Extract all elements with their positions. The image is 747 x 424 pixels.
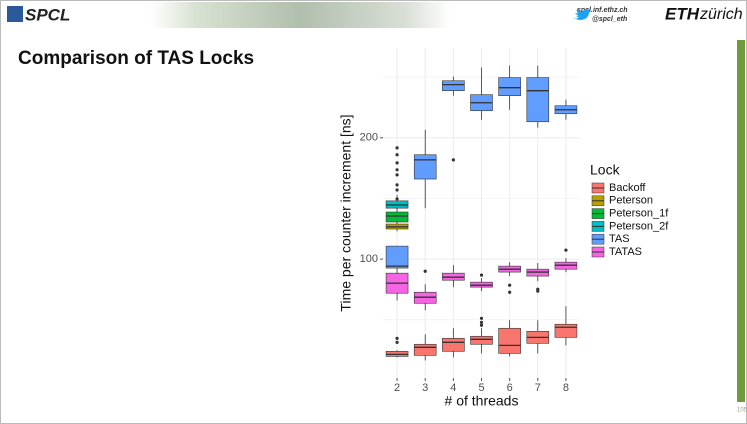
legend-label: Peterson_1f [609, 208, 669, 220]
outlier [480, 274, 483, 277]
outlier [508, 284, 511, 287]
x-tick-label: 2 [394, 382, 400, 394]
x-tick-label: 7 [535, 382, 541, 394]
slide-title: Comparison of TAS Locks [18, 48, 254, 69]
box [386, 246, 408, 268]
box [471, 336, 493, 344]
side-bar [737, 40, 745, 402]
outlier [395, 341, 398, 344]
outlier [536, 290, 539, 293]
legend-title: Lock [590, 162, 621, 178]
outlier [395, 173, 398, 176]
y-axis-title: Time per counter increment [ns] [338, 114, 354, 311]
outlier [480, 324, 483, 327]
x-tick-label: 8 [563, 382, 569, 394]
x-axis-title: # of threads [445, 393, 519, 409]
eth-zurich: zürich [699, 6, 743, 23]
outlier [395, 188, 398, 191]
y-tick-label: 100 [360, 253, 378, 265]
box [414, 344, 436, 355]
slide: SPCL spcl.inf.ethz.ch @spcl_eth ETH züri… [0, 0, 747, 424]
outlier [395, 161, 398, 164]
outlier [395, 153, 398, 156]
box [442, 81, 464, 91]
box [414, 155, 436, 179]
box [386, 212, 408, 222]
logo: SPCL [25, 5, 70, 24]
legend-label: Backoff [609, 182, 646, 194]
legend-label: Peterson [609, 195, 653, 207]
box [442, 338, 464, 351]
box [499, 78, 521, 96]
outlier [452, 158, 455, 161]
twitter: @spcl_eth [592, 16, 627, 23]
outlier [395, 146, 398, 149]
box [527, 78, 549, 122]
legend-label: Peterson_2f [609, 220, 669, 232]
outlier [424, 270, 427, 273]
outlier [395, 337, 398, 340]
legend-label: TAS [609, 233, 630, 245]
outlier [480, 321, 483, 324]
outlier [508, 291, 511, 294]
outlier [480, 317, 483, 320]
outlier [395, 183, 398, 186]
y-tick-label: 200 [360, 132, 378, 144]
box [499, 328, 521, 353]
page-number: 105 [737, 408, 747, 414]
eth-logo: ETH [665, 4, 700, 23]
x-tick-label: 3 [422, 382, 428, 394]
outlier [564, 249, 567, 252]
box [555, 324, 577, 337]
outlier [395, 197, 398, 200]
header-image [150, 2, 450, 28]
logo-icon [7, 6, 23, 22]
legend-label: TATAS [609, 246, 642, 258]
outlier [395, 168, 398, 171]
page: {"header": {"logo": "SPCL", "website": "… [0, 0, 747, 424]
